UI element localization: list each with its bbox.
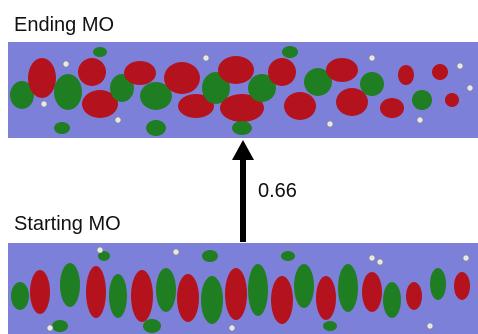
page: Ending MO 0.66 Starting MO bbox=[0, 0, 478, 334]
panel-label: Ending MO bbox=[14, 14, 114, 36]
arrow-head bbox=[232, 140, 254, 160]
figure: Ending MO 0.66 Starting MO bbox=[0, 0, 478, 334]
arrow-label: 0.66 bbox=[258, 180, 297, 202]
panel-label: Starting MO bbox=[14, 213, 121, 235]
